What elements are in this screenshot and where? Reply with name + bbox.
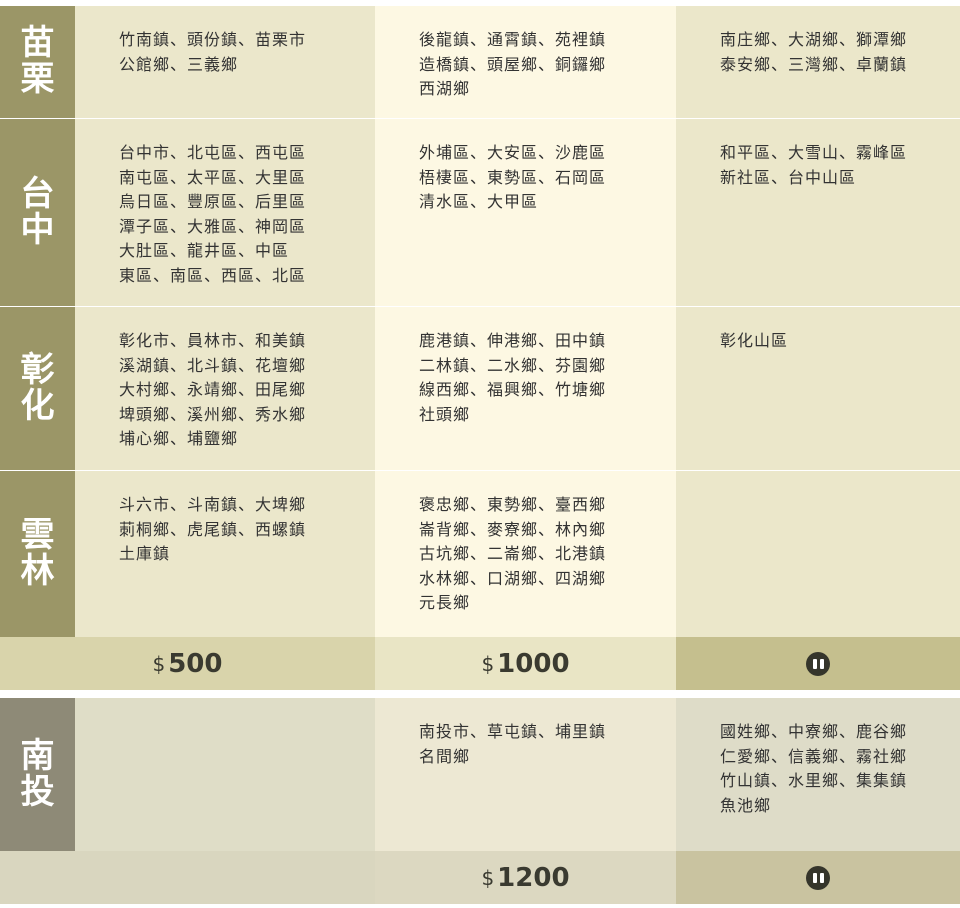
town-list-c2: 褒忠鄉、東勢鄉、臺西鄉 崙背鄉、麥寮鄉、林內鄉 古坑鄉、二崙鄉、北港鎮 水林鄉、口湖鄉… xyxy=(375,471,676,637)
town-list-c1 xyxy=(75,698,375,851)
price-row: $1200 xyxy=(0,851,960,904)
region-row: 雲林斗六市、斗南鎮、大埤鄉 莿桐鄉、虎尾鎮、西螺鎮 土庫鎮 褒忠鄉、東勢鄉、臺西鄉 崙背… xyxy=(0,470,960,637)
town-list-line: 東區、南區、西區、北區 xyxy=(119,265,307,285)
town-list-line: 褒忠鄉、東勢鄉、臺西鄉 xyxy=(419,495,607,514)
region-row: 台中台中市、北屯區、西屯區 南屯區、太平區、大里區 烏日區、豐原區、后里區 潭子區、大… xyxy=(0,118,960,306)
price-cell-1 xyxy=(0,851,375,904)
currency-symbol: $ xyxy=(481,651,495,676)
price-cell-1: $500 xyxy=(0,637,375,690)
town-list-line: 崙背鄉、麥寮鄉、林內鄉 xyxy=(419,519,607,539)
town-list-c3: 彰化山區 xyxy=(676,307,960,470)
town-list-line: 潭子區、大雅區、神岡區 xyxy=(119,216,307,236)
town-list-line: 大村鄉、永靖鄉、田尾鄉 xyxy=(119,380,307,399)
town-list-line: 外埔區、大安區、沙鹿區 xyxy=(419,143,607,162)
price-cell-3 xyxy=(676,637,960,690)
town-list-c1: 台中市、北屯區、西屯區 南屯區、太平區、大里區 烏日區、豐原區、后里區 潭子區、大雅區… xyxy=(75,119,375,306)
town-list-c2: 外埔區、大安區、沙鹿區 梧棲區、東勢區、石岡區 清水區、大甲區 xyxy=(375,119,676,306)
region-label-char: 中 xyxy=(20,209,55,250)
currency-symbol: $ xyxy=(152,651,166,676)
town-list-line: 元長鄉 xyxy=(419,593,471,612)
town-list-c3: 南庄鄉、大湖鄉、獅潭鄉 泰安鄉、三灣鄉、卓蘭鎮 xyxy=(676,6,960,118)
region-label-char: 南 xyxy=(20,735,55,776)
region-label-char: 雲 xyxy=(20,515,55,556)
town-list-line: 台中市、北屯區、西屯區 xyxy=(119,143,307,162)
region-label-char: 化 xyxy=(20,385,55,426)
town-list-line: 土庫鎮 xyxy=(119,544,171,563)
town-list-line: 竹南鎮、頭份鎮、苗栗市 xyxy=(119,30,307,49)
town-list-line: 名間鄉 xyxy=(419,746,471,766)
price-value: 1200 xyxy=(497,862,570,893)
town-list-c3: 國姓鄉、中寮鄉、鹿谷鄉 仁愛鄉、信義鄉、霧社鄉 竹山鎮、水里鄉、集集鎮 魚池鄉 xyxy=(676,698,960,851)
town-list-line: 埤頭鄉、溪州鄉、秀水鄉 xyxy=(119,404,307,424)
town-list-line: 仁愛鄉、信義鄉、霧社鄉 xyxy=(720,746,908,766)
town-list-c1: 竹南鎮、頭份鎮、苗栗市 公館鄉、三義鄉 xyxy=(75,6,375,118)
region-label: 苗栗 xyxy=(0,6,75,118)
town-list-line: 大肚區、龍井區、中區 xyxy=(119,241,290,260)
pause-icon xyxy=(806,865,830,890)
price-cell-2: $1000 xyxy=(375,637,676,690)
region-row: 彰化彰化市、員林市、和美鎮 溪湖鎮、北斗鎮、花壇鄉 大村鄉、永靖鄉、田尾鄉 埤頭鄉、溪… xyxy=(0,306,960,470)
town-list-line: 彰化山區 xyxy=(720,331,789,350)
town-list-c1: 斗六市、斗南鎮、大埤鄉 莿桐鄉、虎尾鎮、西螺鎮 土庫鎮 xyxy=(75,471,375,637)
region-label: 彰化 xyxy=(0,307,75,470)
town-list-line: 二林鎮、二水鄉、芬園鄉 xyxy=(419,355,607,375)
currency-symbol: $ xyxy=(481,865,495,890)
town-list-c2: 鹿港鎮、伸港鄉、田中鎮 二林鎮、二水鄉、芬園鄉 線西鄉、福興鄉、竹塘鄉 社頭鄉 xyxy=(375,307,676,470)
town-list-line: 竹山鎮、水里鄉、集集鎮 xyxy=(720,771,908,790)
town-list-line: 古坑鄉、二崙鄉、北港鎮 xyxy=(419,544,607,563)
town-list-line: 和平區、大雪山、霧峰區 xyxy=(720,143,908,162)
region-label-char: 林 xyxy=(20,551,55,591)
town-list-line: 魚池鄉 xyxy=(720,795,772,815)
town-list-line: 彰化市、員林市、和美鎮 xyxy=(119,331,307,350)
town-list-line: 線西鄉、福興鄉、竹塘鄉 xyxy=(419,380,607,399)
town-list-line: 烏日區、豐原區、后里區 xyxy=(119,192,307,211)
town-list-line: 後龍鎮、通霄鎮、苑裡鎮 xyxy=(419,30,607,49)
town-list-c2: 後龍鎮、通霄鎮、苑裡鎮 造橋鎮、頭屋鄉、銅鑼鄉 西湖鄉 xyxy=(375,6,676,118)
town-list-line: 水林鄉、口湖鄉、四湖鄉 xyxy=(419,568,607,588)
town-list-line: 梧棲區、東勢區、石岡區 xyxy=(419,167,607,187)
town-list-line: 清水區、大甲區 xyxy=(419,192,539,211)
pause-icon xyxy=(806,651,830,676)
town-list-line: 埔心鄉、埔鹽鄉 xyxy=(119,429,239,448)
town-list-c3: 和平區、大雪山、霧峰區 新社區、台中山區 xyxy=(676,119,960,306)
region-label: 台中 xyxy=(0,119,75,306)
pricing-table-central: 苗栗竹南鎮、頭份鎮、苗栗市 公館鄉、三義鄉 後龍鎮、通霄鎮、苑裡鎮 造橋鎮、頭屋鄉、銅… xyxy=(0,6,960,690)
town-list-line: 莿桐鄉、虎尾鎮、西螺鎮 xyxy=(119,519,307,539)
price-row: $500 $1000 xyxy=(0,637,960,690)
region-label-char: 台 xyxy=(20,173,55,214)
price-value: 500 xyxy=(168,648,223,679)
town-list-line: 社頭鄉 xyxy=(419,404,471,424)
town-list-line: 國姓鄉、中寮鄉、鹿谷鄉 xyxy=(720,722,908,741)
price-value: 1000 xyxy=(497,648,570,679)
town-list-line: 造橋鎮、頭屋鄉、銅鑼鄉 xyxy=(419,54,607,74)
town-list-line: 南庄鄉、大湖鄉、獅潭鄉 xyxy=(720,30,908,49)
town-list-line: 鹿港鎮、伸港鄉、田中鎮 xyxy=(419,331,607,350)
region-row: 南投南投市、草屯鎮、埔里鎮 名間鄉 國姓鄉、中寮鄉、鹿谷鄉 仁愛鄉、信義鄉、霧社鄉 竹山… xyxy=(0,698,960,851)
region-row: 苗栗竹南鎮、頭份鎮、苗栗市 公館鄉、三義鄉 後龍鎮、通霄鎮、苑裡鎮 造橋鎮、頭屋鄉、銅… xyxy=(0,6,960,118)
town-list-line: 斗六市、斗南鎮、大埤鄉 xyxy=(119,495,307,514)
town-list-line: 西湖鄉 xyxy=(419,79,471,98)
region-label-char: 彰 xyxy=(20,349,55,390)
region-label-char: 苗 xyxy=(20,23,55,64)
town-list-line: 溪湖鎮、北斗鎮、花壇鄉 xyxy=(119,355,307,375)
price-cell-2: $1200 xyxy=(375,851,676,904)
pricing-table-nantou: 南投南投市、草屯鎮、埔里鎮 名間鄉 國姓鄉、中寮鄉、鹿谷鄉 仁愛鄉、信義鄉、霧社鄉 竹山… xyxy=(0,698,960,904)
town-list-line: 公館鄉、三義鄉 xyxy=(119,54,239,74)
region-label-char: 栗 xyxy=(20,59,55,99)
region-label-char: 投 xyxy=(20,771,55,812)
town-list-c3 xyxy=(676,471,960,637)
price-cell-3 xyxy=(676,851,960,904)
town-list-line: 南投市、草屯鎮、埔里鎮 xyxy=(419,722,607,741)
town-list-c1: 彰化市、員林市、和美鎮 溪湖鎮、北斗鎮、花壇鄉 大村鄉、永靖鄉、田尾鄉 埤頭鄉、溪州鄉… xyxy=(75,307,375,470)
town-list-line: 南屯區、太平區、大里區 xyxy=(119,167,307,187)
town-list-c2: 南投市、草屯鎮、埔里鎮 名間鄉 xyxy=(375,698,676,851)
town-list-line: 新社區、台中山區 xyxy=(720,167,857,187)
region-label: 南投 xyxy=(0,698,75,851)
region-label: 雲林 xyxy=(0,471,75,637)
town-list-line: 泰安鄉、三灣鄉、卓蘭鎮 xyxy=(720,54,908,74)
